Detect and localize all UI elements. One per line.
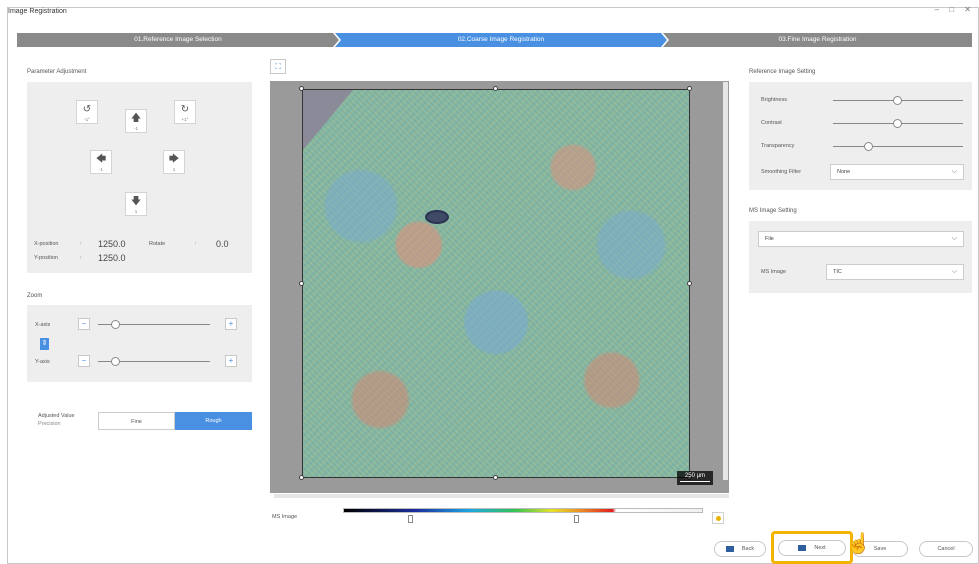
ms-image-colorbar[interactable] [343, 508, 703, 513]
move-up-button[interactable]: 🡅 -1 [125, 109, 147, 133]
colorbar-min-handle[interactable] [408, 515, 413, 523]
fit-to-view-icon[interactable]: ⛶ [270, 59, 286, 74]
rotate-ccw-button[interactable]: ↺ -1° [76, 100, 98, 124]
ms-image-setting-title: MS Image Setting [749, 208, 797, 214]
transparency-label: Transparency [761, 143, 795, 149]
scale-bar: 250 μm [677, 471, 713, 485]
step-coarse-image-registration[interactable]: 02.Coarse Image Registration [335, 33, 667, 47]
precision-rough-option[interactable]: Rough [175, 412, 252, 430]
contrast-slider-thumb[interactable] [893, 119, 902, 128]
parameter-adjustment-title: Parameter Adjustment [27, 69, 87, 75]
precision-label: Precision [38, 421, 61, 427]
rotate-label: Rotate [149, 241, 166, 247]
x-zoom-slider[interactable] [98, 324, 210, 325]
brightness-label: Brightness [761, 97, 787, 103]
vertical-scrollbar[interactable] [723, 82, 728, 480]
step-fine-image-registration[interactable]: 03.Fine Image Registration [663, 33, 972, 47]
reference-image-setting-title: Reference Image Setting [749, 69, 816, 75]
ms-image-colorbar-label: MS Image [272, 514, 298, 520]
rotate-ccw-icon: ↺ [82, 104, 92, 115]
x-position-label: X-position [34, 241, 59, 247]
image-corner-region [303, 90, 353, 150]
x-zoom-slider-thumb[interactable] [111, 320, 120, 329]
window-controls[interactable]: – □ ✕ [934, 5, 975, 14]
window-title: Image Registration [8, 8, 67, 15]
overlay-image[interactable] [302, 89, 690, 478]
chevron-down-icon: ⌵ [951, 235, 957, 242]
resize-handle-bottom[interactable] [493, 475, 498, 480]
y-position-label: Y-position [34, 255, 58, 261]
resize-handle-top[interactable] [493, 86, 498, 91]
resize-handle-right[interactable] [687, 281, 692, 286]
next-icon [798, 544, 807, 551]
rotate-cw-icon: ↻ [180, 104, 190, 115]
resize-handle-top-left[interactable] [299, 86, 304, 91]
chevron-down-icon: ⌵ [951, 268, 957, 275]
back-icon [725, 545, 734, 552]
x-axis-label: X-axis [35, 322, 51, 328]
next-button-highlight [771, 531, 853, 564]
arrow-down-icon: 🡇 [130, 196, 142, 207]
move-down-button[interactable]: 🡇 1 [125, 192, 147, 216]
rotate-value: 0.0 [216, 239, 229, 249]
cancel-button[interactable]: Cancel [919, 541, 973, 557]
color-settings-icon[interactable] [712, 512, 724, 524]
horizontal-scrollbar[interactable] [274, 494, 729, 498]
move-left-button[interactable]: 🡄 -1 [90, 150, 112, 174]
back-button[interactable]: Back [714, 541, 766, 557]
transparency-slider-thumb[interactable] [864, 142, 873, 151]
adjusted-value-label: Adjusted Value [38, 413, 75, 419]
ms-image-dropdown[interactable]: TIC ⌵ [826, 264, 964, 280]
rotate-separator: : [195, 241, 197, 247]
step-reference-image-selection[interactable]: 01.Reference Image Selection [17, 33, 339, 47]
resize-handle-left[interactable] [299, 281, 304, 286]
chevron-down-icon: ⌵ [951, 168, 957, 175]
resize-handle-bottom-left[interactable] [299, 475, 304, 480]
x-zoom-in-button[interactable]: + [225, 318, 237, 330]
y-zoom-slider[interactable] [98, 361, 210, 362]
ms-image-label: MS Image [761, 269, 787, 275]
y-position-separator: : [80, 255, 82, 261]
y-position-value: 1250.0 [98, 253, 126, 263]
x-position-separator: : [80, 241, 82, 247]
step-progress-bar: 01.Reference Image Selection 02.Coarse I… [17, 33, 972, 47]
smoothing-filter-label: Smoothing Filter [761, 169, 802, 175]
zoom-title: Zoom [27, 293, 43, 299]
smoothing-filter-dropdown[interactable]: None ⌵ [830, 164, 964, 180]
hand-cursor-icon: ☝ [846, 533, 871, 555]
rotate-cw-button[interactable]: ↻ +1° [174, 100, 196, 124]
y-zoom-out-button[interactable]: − [78, 355, 90, 367]
contrast-label: Contrast [761, 120, 782, 126]
arrow-left-icon: 🡄 [95, 154, 107, 165]
image-feature [425, 210, 449, 224]
colorbar-max-handle[interactable] [574, 515, 579, 523]
next-button[interactable]: Next [778, 540, 846, 556]
arrow-right-icon: 🡆 [168, 154, 180, 165]
ms-source-dropdown[interactable]: File ⌵ [758, 231, 964, 247]
arrow-up-icon: 🡅 [130, 113, 142, 124]
y-zoom-in-button[interactable]: + [225, 355, 237, 367]
link-axes-icon[interactable]: ⇕ [40, 338, 49, 350]
transparency-slider[interactable] [833, 146, 963, 147]
y-axis-label: Y-axis [35, 359, 50, 365]
x-position-value: 1250.0 [98, 239, 126, 249]
y-zoom-slider-thumb[interactable] [111, 357, 120, 366]
save-button[interactable]: Save [852, 541, 908, 557]
move-right-button[interactable]: 🡆 1 [163, 150, 185, 174]
precision-fine-option[interactable]: Fine [98, 412, 175, 430]
resize-handle-top-right[interactable] [687, 86, 692, 91]
zoom-panel [27, 305, 252, 382]
x-zoom-out-button[interactable]: − [78, 318, 90, 330]
brightness-slider-thumb[interactable] [893, 96, 902, 105]
